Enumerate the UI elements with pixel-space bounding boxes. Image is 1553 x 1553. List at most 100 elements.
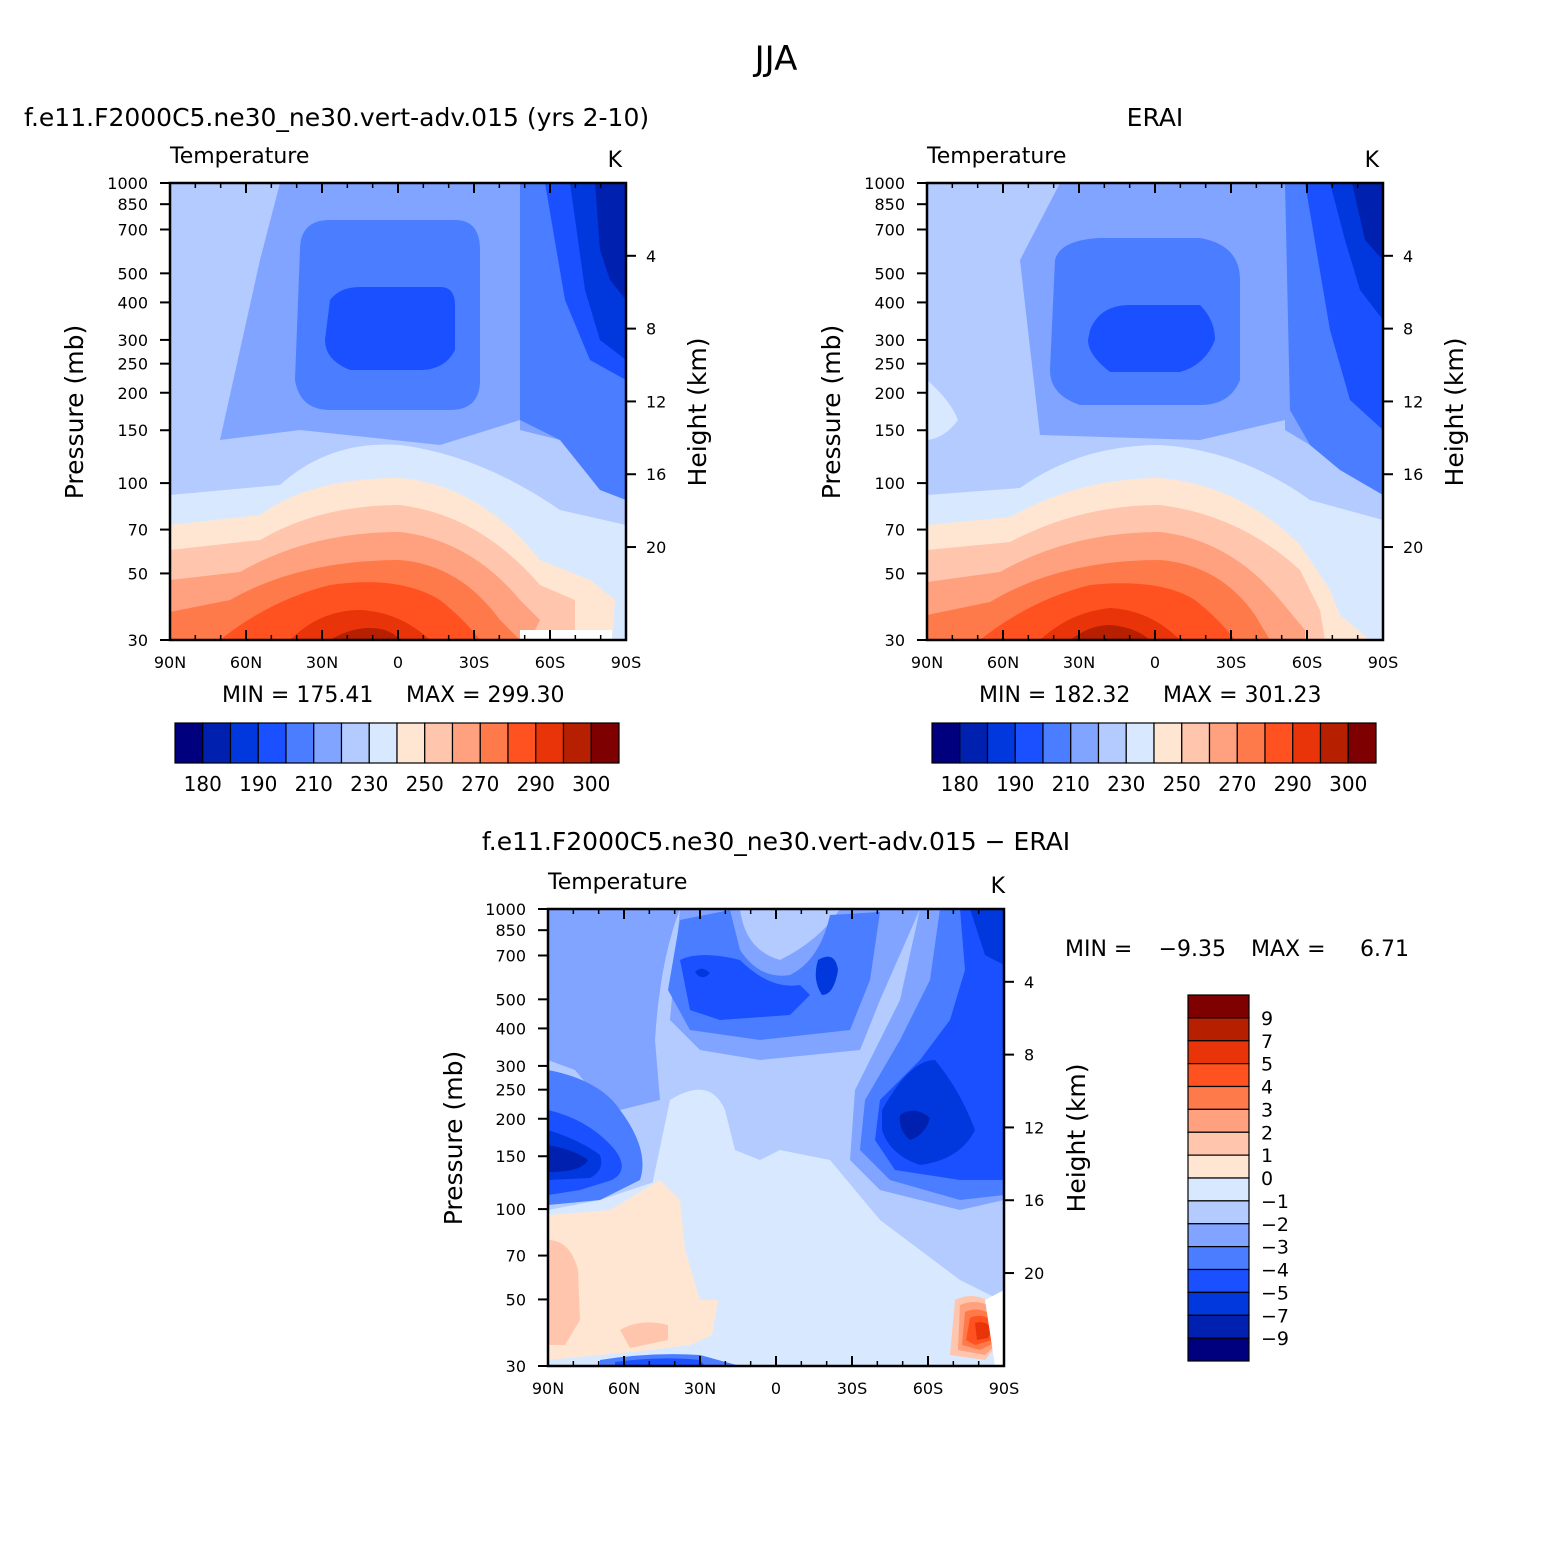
x-tick-label: 30S: [459, 653, 490, 672]
y2-tick-label: 12: [646, 392, 666, 411]
y-tick-label: 150: [495, 1147, 526, 1166]
colorbar-swatch: [1153, 722, 1183, 764]
panel-model-field: [170, 183, 626, 640]
y-tick-label: 1000: [864, 174, 905, 193]
colorbar-swatch: [1187, 1131, 1250, 1156]
colorbar-swatch: [986, 722, 1016, 764]
panel-model-colorbar: 180 190 210 230 250 270 290 300: [174, 722, 620, 796]
colorbar-swatch: [285, 722, 315, 764]
colorbar-label: 0: [1261, 1168, 1273, 1190]
x-tick-label: 30N: [306, 653, 338, 672]
y-tick-label: 100: [117, 474, 148, 493]
panel-model-y2label: Height (km): [683, 338, 712, 487]
x-tick-label: 60N: [987, 653, 1019, 672]
colorbar-swatch: [1187, 1040, 1250, 1065]
x-tick-label: 60S: [535, 653, 566, 672]
colorbar-label: 3: [1261, 1099, 1273, 1121]
colorbar-swatch: [1264, 722, 1294, 764]
panel-diff-min-value: −9.35: [1159, 937, 1226, 962]
colorbar-label: −1: [1261, 1191, 1289, 1213]
y-tick-label: 1000: [485, 900, 526, 919]
panel-diff-variable: Temperature: [547, 870, 687, 895]
colorbar-swatch: [1187, 1108, 1250, 1133]
colorbar-swatch: [396, 722, 426, 764]
colorbar-swatch: [1181, 722, 1211, 764]
panel-diff-y2label: Height (km): [1062, 1064, 1091, 1213]
panel-diff-units: K: [991, 874, 1006, 899]
panel-model-max-label: MAX = 299.30: [406, 683, 565, 708]
colorbar-label: 230: [350, 772, 388, 796]
colorbar-swatch: [1292, 722, 1322, 764]
y-tick-label: 300: [495, 1057, 526, 1076]
y-tick-label: 1000: [107, 174, 148, 193]
colorbar-label: 230: [1107, 772, 1145, 796]
panel-obs-field: [927, 183, 1383, 640]
panel-obs-units: K: [1365, 148, 1380, 173]
colorbar-swatch: [562, 722, 592, 764]
colorbar-swatch: [1070, 722, 1100, 764]
y-tick-label: 300: [874, 331, 905, 350]
colorbar-swatch: [340, 722, 370, 764]
y-tick-label: 700: [495, 946, 526, 965]
colorbar-label: 250: [406, 772, 444, 796]
colorbar-label: 300: [572, 772, 610, 796]
colorbar-swatch: [1125, 722, 1155, 764]
y-tick-label: 30: [128, 631, 148, 650]
y-tick-label: 70: [128, 521, 148, 540]
panel-obs-variable: Temperature: [926, 144, 1066, 169]
x-tick-label: 0: [393, 653, 403, 672]
y-tick-label: 200: [874, 384, 905, 403]
y-tick-label: 30: [885, 631, 905, 650]
x-tick-label: 30S: [1216, 653, 1247, 672]
panel-model-title: f.e11.F2000C5.ne30_ne30.vert-adv.015 (yr…: [24, 103, 649, 132]
y-tick-label: 500: [495, 990, 526, 1009]
panel-diff-axes: 90N 60N 30N 0 30S 60S 90S 30 50 70 100 150 200 250 300…: [485, 900, 1044, 1398]
colorbar-swatch: [1042, 722, 1072, 764]
colorbar-swatch: [1187, 1085, 1250, 1110]
panel-obs-min-label: MIN = 182.32: [979, 683, 1130, 708]
panel-diff-max-label: MAX =: [1251, 937, 1326, 962]
colorbar-label: 210: [295, 772, 333, 796]
colorbar-swatch: [1208, 722, 1238, 764]
y2-tick-label: 16: [646, 465, 666, 484]
x-tick-label: 90S: [1368, 653, 1399, 672]
colorbar-label: 290: [517, 772, 555, 796]
y-tick-label: 250: [495, 1081, 526, 1100]
panel-diff: f.e11.F2000C5.ne30_ne30.vert-adv.015 − E…: [439, 827, 1409, 1398]
colorbar-label: 300: [1329, 772, 1367, 796]
colorbar-swatch: [507, 722, 537, 764]
y2-tick-label: 4: [1403, 247, 1413, 266]
colorbar-label: 190: [239, 772, 277, 796]
y2-tick-label: 16: [1403, 465, 1423, 484]
colorbar-swatch: [479, 722, 509, 764]
colorbar-swatch: [1187, 1268, 1250, 1293]
panel-model-units: K: [608, 148, 623, 173]
y-tick-label: 70: [885, 521, 905, 540]
x-tick-label: 60N: [608, 1379, 640, 1398]
y2-tick-label: 20: [646, 538, 666, 557]
colorbar-swatch: [313, 722, 343, 764]
colorbar-label: −7: [1261, 1305, 1289, 1327]
panel-diff-min-label: MIN =: [1065, 937, 1132, 962]
colorbar-swatch: [1187, 1177, 1250, 1202]
colorbar-swatch: [590, 722, 620, 764]
x-tick-label: 90N: [154, 653, 186, 672]
colorbar-swatch: [229, 722, 259, 764]
panel-obs-ylabel: Pressure (mb): [817, 325, 846, 499]
colorbar-swatch: [424, 722, 454, 764]
panel-diff-title: f.e11.F2000C5.ne30_ne30.vert-adv.015 − E…: [482, 827, 1070, 856]
colorbar-label: −4: [1261, 1260, 1289, 1282]
y-tick-label: 500: [117, 264, 148, 283]
y-tick-label: 400: [874, 293, 905, 312]
colorbar-swatch: [1014, 722, 1044, 764]
colorbar-label: 270: [1218, 772, 1256, 796]
y-tick-label: 300: [117, 331, 148, 350]
y2-tick-label: 20: [1403, 538, 1423, 557]
page-title: JJA: [753, 39, 798, 79]
colorbar-label: 1: [1261, 1145, 1273, 1167]
colorbar-label: 180: [184, 772, 222, 796]
colorbar-label: 250: [1163, 772, 1201, 796]
panel-obs: ERAI Temperature K 90N 60N 30N 0 30S 60S 90S 30…: [817, 103, 1469, 796]
